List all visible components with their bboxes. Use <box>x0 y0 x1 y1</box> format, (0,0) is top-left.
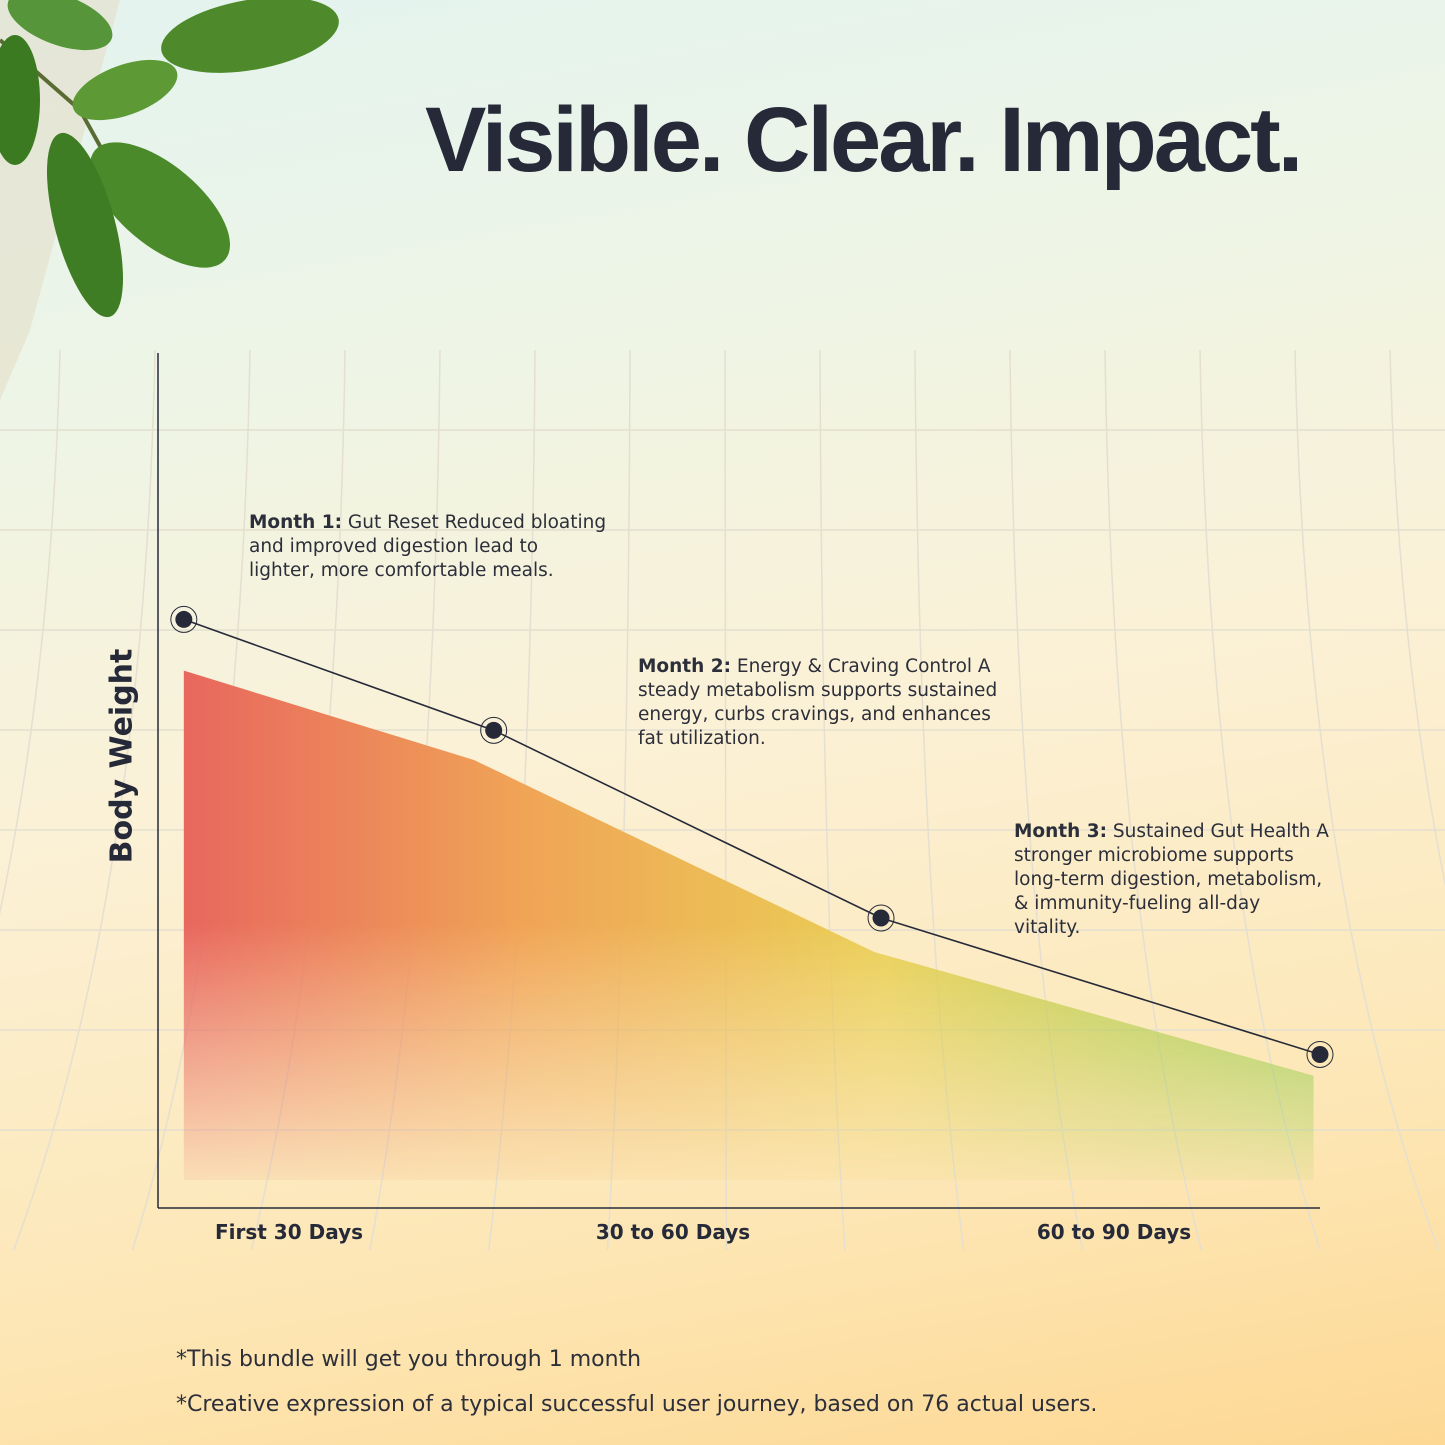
page-title: Visible. Clear. Impact. <box>425 89 1303 191</box>
trend-line <box>183 618 1321 1056</box>
footnote: *This bundle will get you through 1 mont… <box>176 1347 642 1372</box>
data-point <box>485 721 503 739</box>
annotation-month-2: Month 2: Energy & Craving Control A stea… <box>638 656 998 749</box>
data-point-ring <box>170 605 198 633</box>
y-axis-label: Body Weight <box>104 648 140 864</box>
area-fill <box>183 670 1314 1180</box>
x-tick-label: 60 to 90 Days <box>1036 1220 1192 1244</box>
x-tick-label: First 30 Days <box>214 1220 364 1244</box>
footnote: *Creative expression of a typical succes… <box>176 1392 1098 1417</box>
data-point-ring <box>1306 1040 1334 1068</box>
data-point <box>175 610 193 628</box>
leaf-decoration <box>0 0 339 400</box>
grid-line <box>0 349 61 916</box>
data-point-ring <box>480 716 508 744</box>
data-point <box>1311 1045 1329 1063</box>
grid-line <box>1294 349 1440 1251</box>
annotation-month-1: Month 1: Gut Reset Reduced bloating and … <box>249 512 607 581</box>
data-point-ring <box>867 904 895 932</box>
x-tick-label: 30 to 60 Days <box>595 1220 751 1244</box>
annotation-month-3: Month 3: Sustained Gut Health A stronger… <box>1014 821 1329 938</box>
grid-line <box>13 349 156 1251</box>
grid-line <box>1389 349 1445 887</box>
data-point <box>872 909 890 927</box>
